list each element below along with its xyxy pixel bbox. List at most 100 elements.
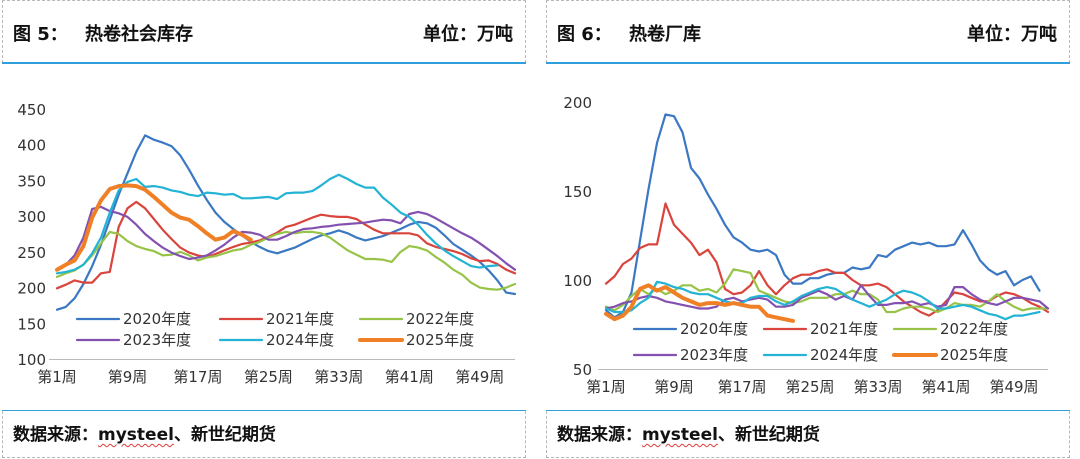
series-2023 xyxy=(55,205,517,271)
data-point xyxy=(817,297,820,299)
data-point xyxy=(758,250,760,253)
data-point xyxy=(470,265,472,267)
data-point xyxy=(1047,307,1049,310)
series-2022 xyxy=(604,268,1050,314)
data-point xyxy=(214,249,217,251)
data-point xyxy=(100,272,102,274)
data-point xyxy=(707,249,709,251)
data-point xyxy=(724,224,726,226)
series-line-2020 xyxy=(55,134,517,311)
data-point xyxy=(118,233,120,235)
data-point xyxy=(792,277,794,279)
data-point xyxy=(188,194,190,196)
data-point xyxy=(206,192,208,194)
x-tick-label: 第41周 xyxy=(385,368,434,386)
y-tick-label-300: 300 xyxy=(17,208,46,226)
data-point xyxy=(399,222,402,224)
x-tick-label: 第33周 xyxy=(314,368,363,386)
data-point xyxy=(622,302,624,304)
data-point xyxy=(605,283,607,285)
data-point xyxy=(382,219,384,221)
data-point xyxy=(488,269,490,271)
data-point xyxy=(100,237,102,239)
data-point xyxy=(267,239,269,241)
data-point xyxy=(724,304,726,306)
data-point xyxy=(452,250,454,252)
data-point xyxy=(74,259,76,261)
data-point xyxy=(834,293,837,295)
data-point xyxy=(408,232,410,234)
data-point xyxy=(766,284,769,286)
data-point xyxy=(724,288,726,290)
data-point xyxy=(303,242,305,244)
data-point xyxy=(953,286,956,288)
data-point xyxy=(1013,306,1015,308)
data-point xyxy=(435,227,437,229)
data-point xyxy=(514,269,516,271)
data-point xyxy=(241,231,243,233)
legend-item-2025: 2025年度 xyxy=(358,331,474,349)
data-point xyxy=(664,202,667,205)
data-point xyxy=(860,268,862,270)
data-point xyxy=(630,306,633,308)
data-point xyxy=(936,245,939,247)
data-point xyxy=(673,286,675,288)
y-tick-label-100: 100 xyxy=(17,351,46,369)
data-point xyxy=(496,255,498,257)
data-point xyxy=(153,185,155,187)
data-point xyxy=(109,231,111,233)
data-point xyxy=(741,270,743,272)
data-point xyxy=(724,300,726,302)
data-point xyxy=(285,249,287,251)
data-point xyxy=(426,242,428,244)
data-point xyxy=(758,297,760,299)
data-point xyxy=(179,154,181,156)
data-point xyxy=(479,267,481,269)
data-point xyxy=(250,197,252,199)
data-point xyxy=(214,212,217,214)
data-source: 数据来源：mysteel、新世纪期货 xyxy=(13,420,276,445)
data-point xyxy=(153,139,155,141)
data-point xyxy=(775,297,777,299)
data-point xyxy=(919,295,922,297)
data-point xyxy=(391,204,393,206)
data-point xyxy=(206,232,208,234)
data-point xyxy=(267,250,269,252)
data-point xyxy=(417,211,419,213)
data-point xyxy=(505,292,507,294)
data-point xyxy=(817,288,820,290)
data-point xyxy=(250,242,252,244)
data-point xyxy=(109,271,111,273)
data-point xyxy=(126,184,129,186)
data-point xyxy=(996,274,998,276)
data-point xyxy=(1038,311,1041,313)
x-tick-label: 第1周 xyxy=(37,368,77,386)
data-point xyxy=(417,234,419,236)
data-point xyxy=(329,178,331,180)
data-point xyxy=(732,268,735,270)
data-point xyxy=(170,189,173,191)
data-point xyxy=(715,261,718,263)
data-point xyxy=(885,286,888,288)
data-point xyxy=(479,287,481,289)
data-point xyxy=(153,240,155,242)
source-site: mysteel xyxy=(642,425,718,445)
legend-label: 2022年度 xyxy=(406,310,474,328)
data-point xyxy=(364,239,366,241)
data-point xyxy=(118,189,120,191)
data-point xyxy=(338,243,340,245)
data-point xyxy=(197,259,199,261)
data-point xyxy=(426,222,428,224)
data-point xyxy=(470,257,472,259)
data-point xyxy=(877,304,879,306)
data-point xyxy=(74,279,76,281)
data-point xyxy=(758,295,760,297)
data-point xyxy=(698,177,701,180)
series-2025 xyxy=(604,283,795,323)
data-point xyxy=(56,287,58,289)
data-point xyxy=(800,274,803,276)
legend-label: 2021年度 xyxy=(810,320,878,338)
series-line-2021 xyxy=(55,200,517,290)
data-point xyxy=(65,306,67,308)
data-point xyxy=(953,243,956,245)
